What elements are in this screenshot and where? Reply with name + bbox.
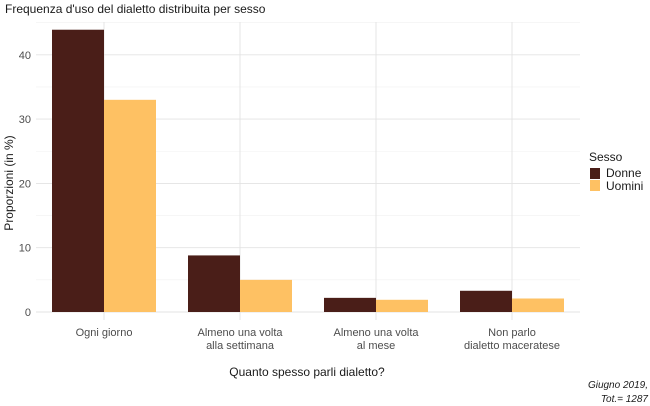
caption-line-1: Giugno 2019,	[588, 380, 648, 391]
bar-uomini-2	[240, 279, 292, 312]
caption-line-2: Tot.= 1287	[601, 394, 649, 405]
x-tick-label: al mese	[357, 340, 396, 352]
y-axis-label: Proporzioni (in %)	[2, 135, 16, 230]
x-tick-label: Ogni giorno	[76, 327, 133, 339]
y-tick-label: 10	[19, 243, 31, 255]
legend-key-donne	[590, 168, 600, 179]
x-tick-label: Almeno una volta	[334, 327, 420, 339]
legend-key-uomini	[590, 180, 600, 191]
y-tick-label: 30	[19, 114, 31, 126]
y-tick-labels: 0 10 20 30 40	[19, 50, 31, 319]
bar-donne-3	[324, 297, 376, 312]
legend-label-uomini: Uomini	[606, 179, 643, 193]
y-tick-label: 40	[19, 50, 31, 62]
y-tick-label: 0	[25, 307, 31, 319]
bar-donne-1	[52, 29, 104, 313]
legend: Sesso Donne Uomini	[589, 150, 643, 193]
bar-uomini-4	[512, 298, 564, 312]
caption: Giugno 2019, Tot.= 1287	[588, 380, 648, 405]
y-tick-label: 20	[19, 178, 31, 190]
bars	[52, 29, 564, 313]
legend-title: Sesso	[589, 150, 623, 164]
bar-donne-4	[460, 290, 512, 312]
bar-uomini-3	[376, 299, 428, 312]
x-tick-label: Almeno una volta	[198, 327, 284, 339]
x-tick-label: Non parlo	[488, 327, 536, 339]
x-axis-label: Quanto spesso parli dialetto?	[229, 365, 385, 379]
chart-title: Frequenza d'uso del dialetto distribuita…	[5, 2, 266, 16]
x-tick-label: dialetto maceratese	[464, 340, 560, 352]
legend-label-donne: Donne	[606, 166, 642, 180]
bar-uomini-1	[104, 99, 156, 312]
bar-donne-2	[188, 255, 240, 312]
x-tick-label: alla settimana	[206, 340, 275, 352]
